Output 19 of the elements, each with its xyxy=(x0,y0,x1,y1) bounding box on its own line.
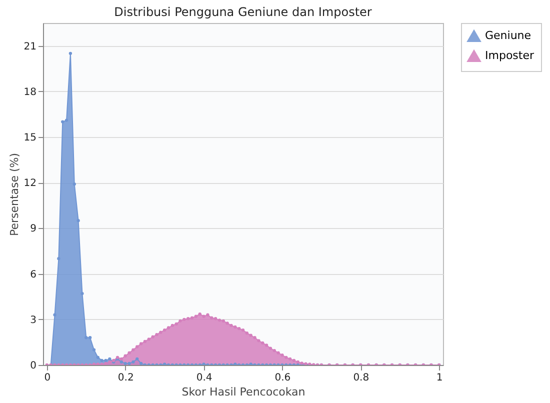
x-tick-label: 0.2 xyxy=(118,372,134,384)
y-tick-label: 15 xyxy=(24,132,36,144)
x-tick-label: 0.8 xyxy=(353,372,370,384)
x-tick-label: 1 xyxy=(436,372,443,384)
x-tick-label: 0.4 xyxy=(196,372,212,384)
y-tick-label: 12 xyxy=(24,178,36,190)
x-tick-label: 0 xyxy=(44,372,51,384)
y-tick-label: 21 xyxy=(24,41,36,52)
legend-label: Imposter xyxy=(485,49,534,62)
y-tick-label: 9 xyxy=(30,224,36,235)
y-tick-label: 0 xyxy=(30,360,36,372)
y-tick-label: 6 xyxy=(30,269,36,280)
y-tick-label: 3 xyxy=(30,314,36,326)
y-tick-label: 18 xyxy=(24,86,36,98)
chart-title: Distribusi Pengguna Geniune dan Imposter xyxy=(114,5,372,19)
legend-label: Geniune xyxy=(485,29,532,42)
x-tick-label: 0.6 xyxy=(274,372,291,384)
x-axis-title: Skor Hasil Pencocokan xyxy=(182,386,306,398)
y-axis-title: Persentase (%) xyxy=(8,152,21,236)
